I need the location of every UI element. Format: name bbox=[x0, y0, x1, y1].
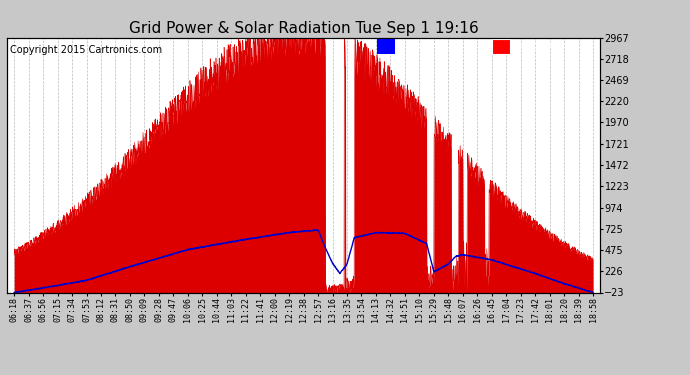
Title: Grid Power & Solar Radiation Tue Sep 1 19:16: Grid Power & Solar Radiation Tue Sep 1 1… bbox=[129, 21, 478, 36]
Text: Copyright 2015 Cartronics.com: Copyright 2015 Cartronics.com bbox=[10, 45, 162, 55]
